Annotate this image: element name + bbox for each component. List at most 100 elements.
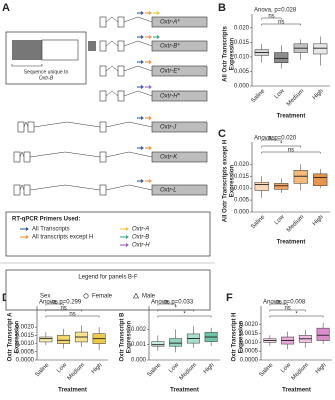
y-tick-label: 0.0010: [240, 340, 259, 346]
legend-female-marker: [83, 293, 89, 299]
x-axis-label: Treatment: [277, 114, 306, 120]
significance-bracket: [261, 23, 301, 26]
intron: [105, 121, 153, 128]
primer-arrow: [145, 116, 152, 120]
y-axis-label: Expression: [239, 320, 245, 353]
significance-bracket: [269, 303, 288, 306]
primer-arrow: [145, 85, 152, 89]
significance-label: *: [183, 312, 186, 318]
intron: [19, 151, 25, 158]
y-tick-label: 0.0020: [240, 322, 259, 328]
exon: [99, 121, 107, 133]
primer-arrow: [137, 146, 144, 150]
primer-legend-arrow: [20, 227, 29, 231]
exon-large: [151, 40, 208, 52]
y-axis-label: Expression: [127, 320, 133, 353]
x-tick-label: Medium: [286, 214, 305, 233]
annotation: Anova, p=0.033: [151, 300, 194, 306]
significance-bracket: [157, 309, 194, 312]
exon: [99, 151, 107, 163]
exon: [23, 184, 31, 196]
x-tick-label: Low: [274, 88, 286, 100]
exon: [99, 90, 107, 102]
x-tick-label: Saline: [146, 362, 163, 379]
significance-label: *: [174, 306, 177, 312]
y-axis-label: Oxtr Transcript H: [232, 312, 238, 361]
x-tick-label: Low: [168, 362, 180, 374]
y-tick-label: 0.0000: [16, 358, 35, 364]
primer-legend-label: Oxtr-A: [132, 227, 149, 233]
transcript-label: Oxtr-K: [160, 155, 178, 161]
intron: [105, 65, 119, 72]
significance-bracket: [261, 139, 282, 142]
significance-label: ns: [288, 148, 294, 154]
box: [151, 341, 165, 347]
x-tick-label: Medium: [291, 362, 310, 381]
transcript-label: Oxtr-E*: [160, 69, 180, 75]
x-tick-label: High: [312, 88, 325, 101]
primer-arrow: [137, 35, 144, 39]
transcript-label: Oxtr-J: [160, 125, 177, 131]
box: [316, 327, 330, 341]
y-tick-label: 0.015: [234, 40, 250, 46]
y-tick-label: 0.0010: [16, 341, 35, 347]
transcript-label: Oxtr-L: [160, 188, 177, 194]
primer-legend-label: Oxtr-B: [132, 235, 149, 241]
annotation: Anova, p=0.299: [39, 300, 82, 306]
x-tick-label: Low: [56, 362, 68, 374]
intron: [105, 151, 153, 158]
y-axis-label: Expression: [15, 320, 21, 353]
y-tick-label: 0.000: [234, 210, 250, 216]
y-tick-label: 0.0015: [16, 333, 35, 339]
transcript-label: Oxtr-H*: [160, 94, 181, 100]
x-tick-label: High: [315, 362, 328, 375]
legend-male: Male: [142, 294, 156, 300]
exon-large: [151, 121, 208, 133]
x-tick-label: Medium: [179, 362, 198, 381]
significance-bracket: [157, 303, 176, 306]
significance-label: ns: [278, 20, 284, 26]
primer-legend-label: Oxtr-H: [132, 243, 150, 249]
significance-label: *: [295, 312, 298, 318]
box: [39, 336, 53, 343]
sex-legend-box: [5, 269, 211, 311]
intron: [123, 90, 153, 97]
inset-text: Oxtr-B: [39, 75, 54, 81]
primer-legend-label: All Transcripts: [32, 227, 70, 233]
x-tick-label: High: [312, 214, 325, 227]
intron: [105, 40, 119, 47]
exon-large: [151, 90, 208, 102]
exon: [27, 121, 35, 133]
y-tick-label: 0.000: [131, 358, 147, 364]
exon: [99, 16, 107, 28]
transcript-label: Oxtr-B*: [160, 44, 180, 50]
y-tick-label: 0.015: [234, 174, 250, 180]
box: [274, 52, 289, 63]
primer-legend-box: [5, 211, 211, 257]
intron: [105, 16, 119, 23]
intron: [105, 90, 119, 97]
y-tick-label: 0.005: [234, 69, 250, 75]
box: [293, 170, 308, 184]
legend-male-marker: [132, 292, 140, 299]
significance-bracket: [269, 315, 324, 318]
significance-bracket: [45, 315, 100, 318]
exon: [99, 65, 107, 77]
primer-arrow: [153, 11, 160, 15]
x-tick-label: Saline: [34, 362, 51, 379]
significance-label: ns: [268, 136, 274, 142]
primer-arrow: [137, 60, 144, 64]
legend-sex-label: Sex: [40, 294, 50, 300]
exon: [117, 65, 125, 77]
y-tick-label: 0.020: [234, 162, 250, 168]
box: [313, 43, 328, 55]
exon: [99, 40, 107, 52]
x-axis-label: Treatment: [170, 388, 199, 394]
x-tick-label: Medium: [67, 362, 86, 381]
significance-bracket: [261, 151, 321, 154]
exon-large: [151, 151, 208, 163]
significance-label: ns: [284, 306, 290, 312]
y-tick-label: 0.020: [234, 25, 250, 31]
primer-arrow: [145, 35, 152, 39]
